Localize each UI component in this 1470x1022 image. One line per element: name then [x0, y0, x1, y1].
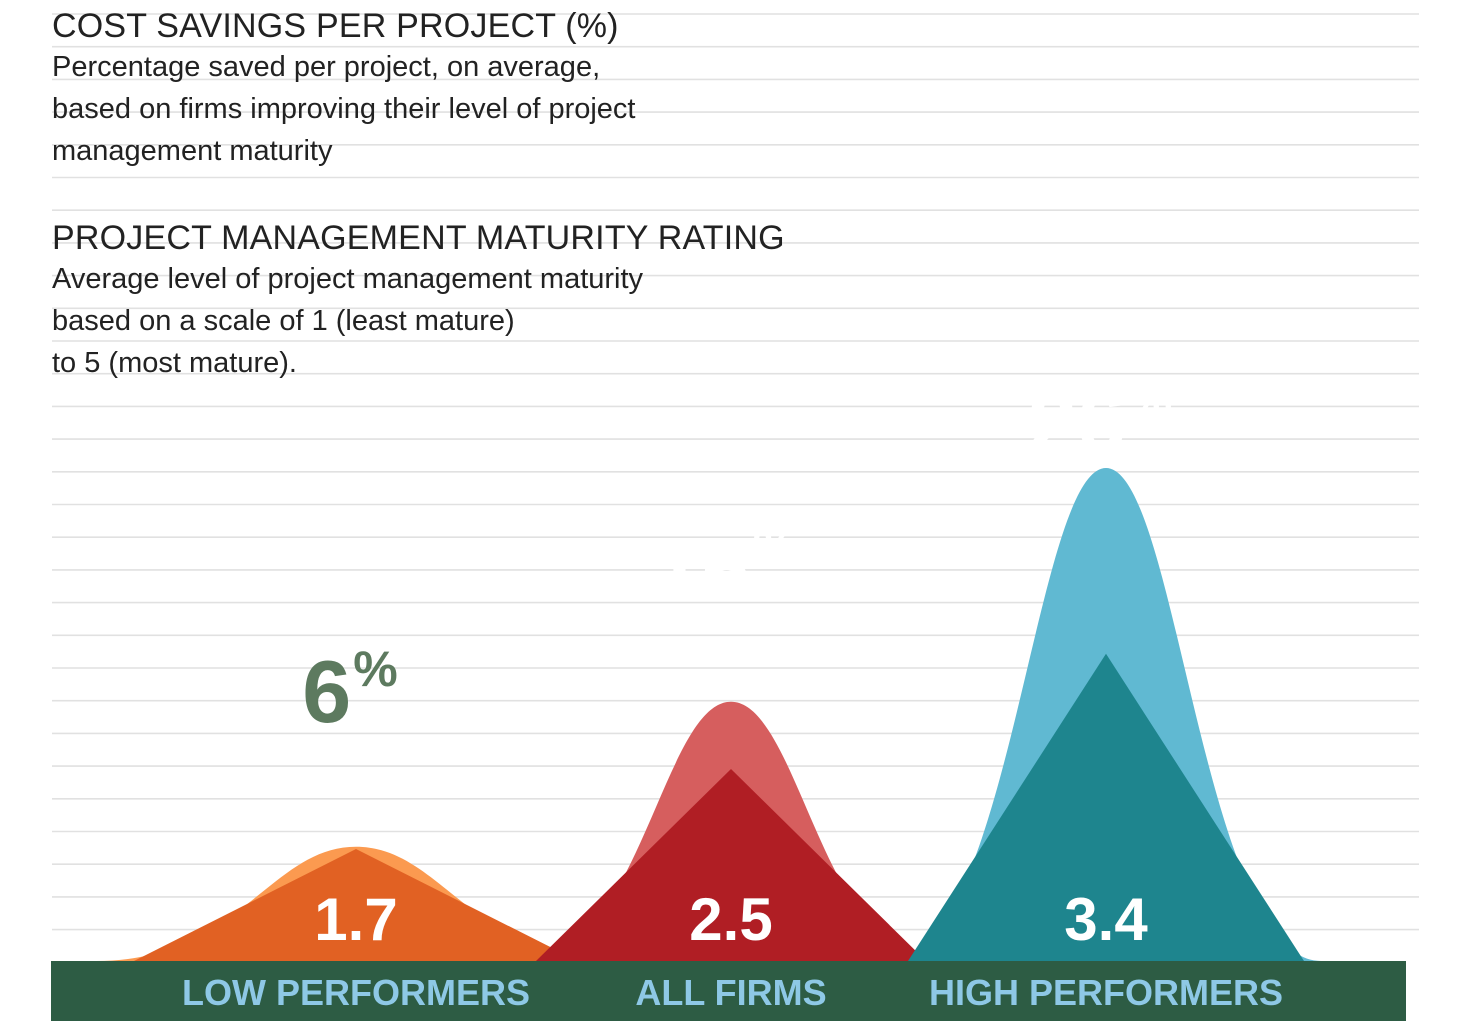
category-label-all-firms: ALL FIRMS: [635, 972, 826, 1013]
maturity-triangles: [134, 653, 1304, 961]
savings-legend: COST SAVINGS PER PROJECT (%) Percentage …: [52, 6, 635, 172]
category-label-low-performers: LOW PERFORMERS: [182, 972, 530, 1013]
maturity-legend-description: Average level of project management matu…: [52, 263, 644, 379]
maturity-value-low-performers: 1.7: [314, 886, 397, 953]
savings-legend-description: Percentage saved per project, on average…: [52, 51, 636, 167]
maturity-triangle-high-performers: [908, 653, 1304, 961]
savings-value-low-performers: 6%: [302, 641, 397, 741]
maturity-triangle-all-firms: [536, 769, 926, 961]
maturity-legend: PROJECT MANAGEMENT MATURITY RATING Avera…: [52, 218, 785, 384]
savings-unit: %: [353, 641, 397, 697]
maturity-triangle-low-performers: [134, 849, 578, 961]
maturity-value-high-performers: 3.4: [1064, 886, 1148, 953]
savings-unit: %: [753, 519, 797, 575]
savings-value-all-firms: 16%: [653, 519, 797, 619]
savings-value-high-performers: 26%: [1028, 372, 1172, 472]
maturity-value-all-firms: 2.5: [689, 886, 772, 953]
savings-legend-title: COST SAVINGS PER PROJECT (%): [52, 7, 619, 45]
category-band: [51, 961, 1406, 1021]
maturity-legend-title: PROJECT MANAGEMENT MATURITY RATING: [52, 219, 785, 257]
savings-unit: %: [1128, 372, 1172, 428]
category-label-high-performers: HIGH PERFORMERS: [929, 972, 1283, 1013]
